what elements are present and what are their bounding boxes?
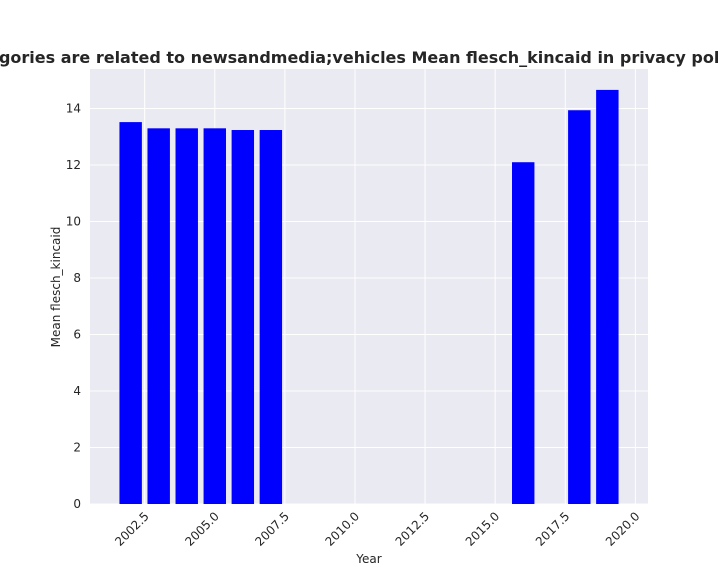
x-tick-labels: 2002.5 2005.0 2007.5 2010.0 2012.5 2015.0 2017… xyxy=(112,509,642,549)
x-tick-label: 2012.5 xyxy=(393,509,433,549)
bar xyxy=(175,128,198,504)
bar xyxy=(147,128,170,504)
y-tick-labels: 0 2 4 6 8 10 12 14 xyxy=(66,102,81,511)
plot-background xyxy=(90,69,648,504)
bar xyxy=(596,89,619,505)
x-tick-label: 2005.0 xyxy=(182,509,222,549)
y-tick-label: 10 xyxy=(66,215,81,229)
y-tick-label: 12 xyxy=(66,158,81,172)
bar xyxy=(231,130,255,504)
chart-title: en categories are related to newsandmedi… xyxy=(0,48,720,67)
bar xyxy=(568,110,591,504)
y-tick-label: 14 xyxy=(66,102,81,116)
bar xyxy=(259,130,283,504)
x-tick-label: 2007.5 xyxy=(252,509,292,549)
x-tick-label: 2002.5 xyxy=(112,509,152,549)
bars xyxy=(119,89,619,505)
y-tick-label: 6 xyxy=(73,328,81,342)
bar xyxy=(203,128,226,504)
y-tick-label: 4 xyxy=(73,384,81,398)
x-tick-label: 2017.5 xyxy=(533,509,573,549)
bar xyxy=(119,122,142,505)
x-tick-label: 2010.0 xyxy=(323,509,363,549)
y-axis-label: Mean flesch_kincaid xyxy=(49,227,63,348)
bar xyxy=(512,162,535,504)
x-tick-label: 2015.0 xyxy=(463,509,503,549)
x-tick-label: 2020.0 xyxy=(603,509,643,549)
y-tick-label: 2 xyxy=(73,441,81,455)
y-tick-label: 0 xyxy=(73,497,81,511)
x-axis-label: Year xyxy=(355,552,381,566)
y-tick-label: 8 xyxy=(73,271,81,285)
